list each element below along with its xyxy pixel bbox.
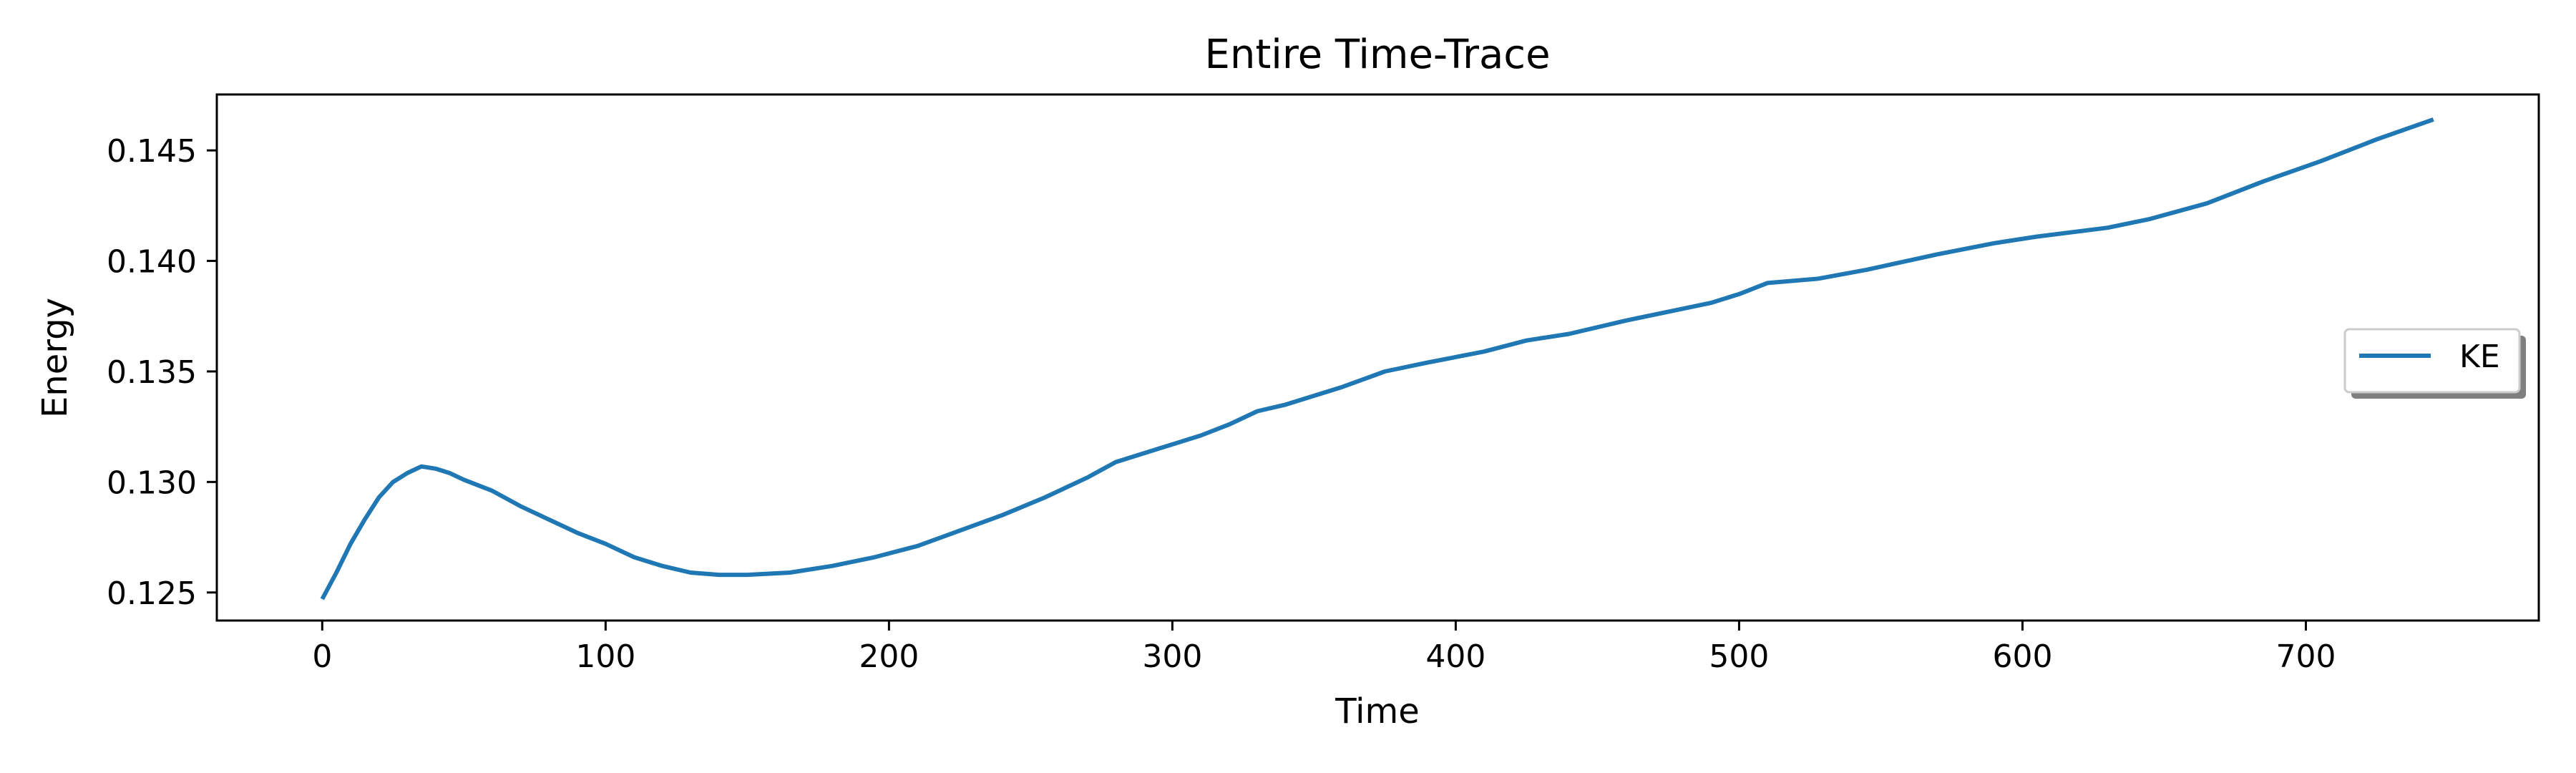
y-tick-label: 0.135 — [107, 354, 197, 391]
plot-frame — [215, 93, 2540, 622]
axis-ticks: 0 100 200 300 400 500 600 700 0.125 0.130 0.135 0.1… — [107, 133, 2336, 675]
legend: KE — [2343, 328, 2526, 399]
y-tick-label: 0.140 — [107, 244, 197, 281]
x-tick-label: 700 — [2275, 638, 2336, 675]
series-line-ke — [320, 117, 2434, 601]
legend-box — [2343, 328, 2521, 394]
series-layer — [320, 117, 2434, 601]
y-tick-label: 0.130 — [107, 465, 197, 501]
y-tick-label: 0.145 — [107, 133, 197, 170]
y-axis-label: Energy — [35, 298, 75, 418]
x-tick-label: 600 — [1992, 638, 2052, 675]
x-tick-label: 300 — [1142, 638, 1202, 675]
legend-label-ke: KE — [2459, 339, 2500, 375]
x-tick-label: 200 — [859, 638, 919, 675]
x-tick-label: 500 — [1709, 638, 1769, 675]
x-tick-label: 400 — [1425, 638, 1485, 675]
x-tick-label: 0 — [312, 638, 332, 675]
x-axis-label: Time — [1335, 691, 1419, 731]
chart-title: Entire Time-Trace — [1204, 31, 1550, 78]
y-tick-label: 0.125 — [107, 575, 197, 612]
x-tick-label: 100 — [575, 638, 635, 675]
